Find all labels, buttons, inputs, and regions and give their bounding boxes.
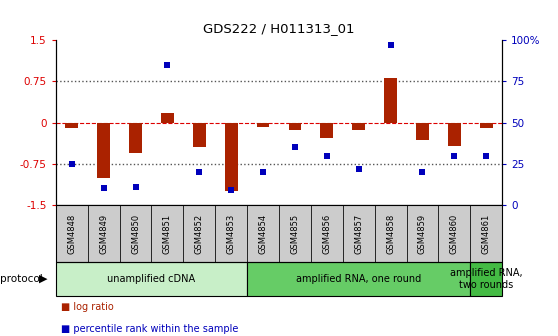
Bar [97, 123, 110, 177]
Text: GSM4851: GSM4851 [163, 213, 172, 254]
Bar [448, 123, 461, 146]
Bar [257, 123, 270, 127]
Text: GSM4848: GSM4848 [68, 213, 76, 254]
Text: GSM4860: GSM4860 [450, 213, 459, 254]
Text: GSM4855: GSM4855 [291, 213, 300, 254]
Bar [129, 123, 142, 153]
Text: GSM4857: GSM4857 [354, 213, 363, 254]
Text: GSM4850: GSM4850 [131, 213, 140, 254]
Bar [384, 78, 397, 123]
Text: GSM4854: GSM4854 [258, 213, 267, 254]
Bar [65, 123, 78, 128]
Text: GDS222 / H011313_01: GDS222 / H011313_01 [203, 22, 355, 35]
Text: GSM4853: GSM4853 [227, 213, 235, 254]
Text: ▶: ▶ [39, 274, 47, 284]
Text: unamplified cDNA: unamplified cDNA [107, 274, 195, 284]
Bar [416, 123, 429, 140]
Bar [320, 123, 333, 138]
Bar [193, 123, 206, 148]
Bar [352, 123, 365, 130]
Text: amplified RNA, one round: amplified RNA, one round [296, 274, 421, 284]
Text: GSM4856: GSM4856 [323, 213, 331, 254]
Bar [288, 123, 301, 130]
Text: GSM4852: GSM4852 [195, 213, 204, 254]
Text: GSM4859: GSM4859 [418, 213, 427, 254]
Text: GSM4858: GSM4858 [386, 213, 395, 254]
Bar [225, 123, 238, 191]
Text: amplified RNA,
two rounds: amplified RNA, two rounds [450, 268, 523, 290]
Text: ■ percentile rank within the sample: ■ percentile rank within the sample [61, 324, 239, 334]
Bar [480, 123, 493, 128]
Bar [161, 113, 174, 123]
Text: GSM4849: GSM4849 [99, 213, 108, 254]
Text: protocol: protocol [0, 274, 43, 284]
Text: GSM4861: GSM4861 [482, 213, 490, 254]
Text: ■ log ratio: ■ log ratio [61, 302, 114, 312]
